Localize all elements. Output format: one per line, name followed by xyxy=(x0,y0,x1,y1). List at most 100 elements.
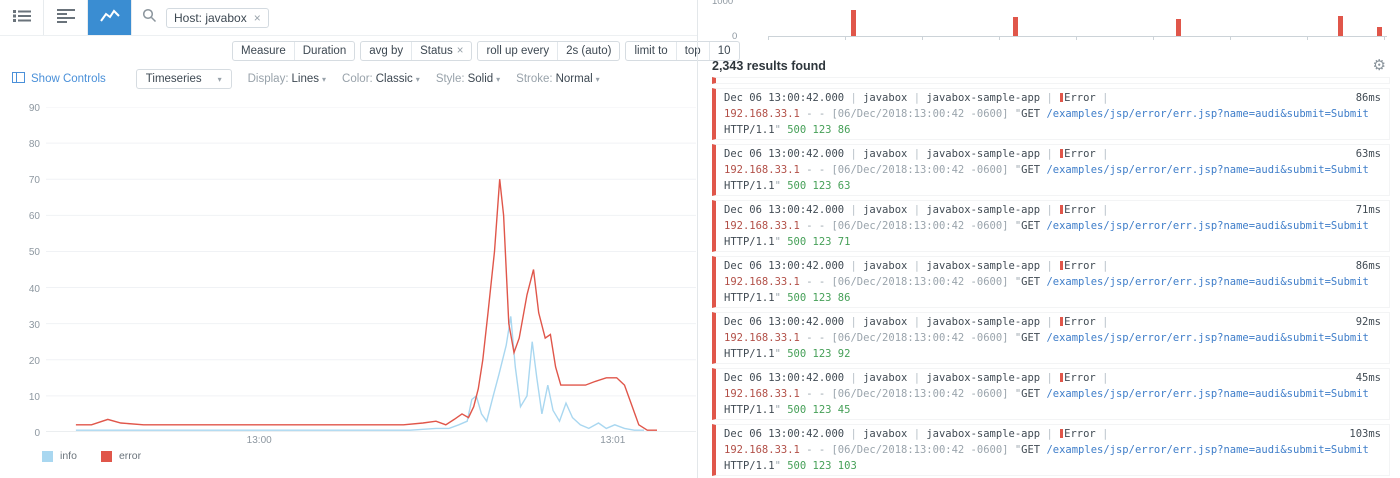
limit-label[interactable]: limit to xyxy=(634,45,668,57)
legend-item-error[interactable]: error xyxy=(100,450,141,462)
separator: | xyxy=(1046,148,1053,160)
quote-mark: " xyxy=(774,404,781,416)
log-timestamp: Dec 06 13:00:42.000 xyxy=(724,428,845,440)
log-row[interactable]: Dec 06 13:00:42.000 | javabox | javabox-… xyxy=(712,88,1390,140)
viz-type-select[interactable]: Timeseries ▾ xyxy=(135,69,232,89)
log-date: [06/Dec/2018:13:00:42 -0600] xyxy=(831,276,1009,288)
histogram-bars xyxy=(768,0,1387,36)
detail-view-button[interactable] xyxy=(44,0,88,35)
results-header: 2,343 results found ⚙ xyxy=(712,58,1386,73)
style-value: Solid xyxy=(467,73,494,85)
log-ident: - - xyxy=(806,444,826,456)
quote-mark: " xyxy=(1014,108,1022,120)
histogram-bar[interactable] xyxy=(1338,16,1344,36)
style-dropdown[interactable]: Style: Solid ▾ xyxy=(436,73,500,85)
graph-view-button[interactable] xyxy=(88,0,132,35)
log-ip: 192.168.33.1 xyxy=(724,220,800,232)
log-host: javabox xyxy=(863,92,908,104)
log-status-bytes: 500 123 45 xyxy=(787,404,851,416)
timeseries-chart[interactable]: 90 80 70 60 50 40 30 20 10 0 13:00 13:01 xyxy=(29,103,696,446)
quote-mark: " xyxy=(774,124,781,136)
stroke-dropdown[interactable]: Stroke: Normal ▾ xyxy=(516,73,600,85)
color-dropdown[interactable]: Color: Classic ▾ xyxy=(342,73,420,85)
separator: | xyxy=(850,316,857,328)
series-error xyxy=(75,179,657,431)
legend-item-info[interactable]: info xyxy=(42,450,77,462)
log-timestamp: Dec 06 13:00:42.000 xyxy=(724,204,845,216)
rollup-label[interactable]: roll up every xyxy=(486,45,550,57)
limit-count[interactable]: 10 xyxy=(708,42,739,60)
log-date: [06/Dec/2018:13:00:42 -0600] xyxy=(831,108,1009,120)
log-row[interactable]: Dec 06 13:00:42.000 | javabox | javabox-… xyxy=(712,312,1390,364)
search-bar[interactable]: Host: javabox × xyxy=(132,0,697,35)
histogram-bar[interactable] xyxy=(1377,27,1383,36)
log-duration: 86ms xyxy=(1355,92,1381,104)
timeseries-plot xyxy=(46,107,696,432)
log-url: /examples/jsp/error/err.jsp?name=audi&su… xyxy=(1046,220,1369,232)
style-label: Style: xyxy=(435,73,465,85)
search-token-label: Host: javabox xyxy=(174,10,247,25)
separator: | xyxy=(913,148,921,160)
log-row[interactable]: Dec 06 13:00:42.000 | javabox | javabox-… xyxy=(712,424,1390,476)
log-service: javabox-sample-app xyxy=(926,428,1041,440)
rollup-value[interactable]: 2s (auto) xyxy=(557,42,619,60)
chevron-down-icon: ▾ xyxy=(415,75,420,84)
log-row[interactable]: Dec 06 13:00:42.000 | javabox | javabox-… xyxy=(712,256,1390,308)
log-ident: - - xyxy=(806,220,826,232)
measure-label[interactable]: Measure xyxy=(241,45,286,57)
log-row[interactable]: Dec 06 13:00:42.000 | javabox | javabox-… xyxy=(712,200,1390,252)
log-status: Error xyxy=(1064,316,1096,328)
histogram-zero-label: 0 xyxy=(732,31,738,42)
log-service: javabox-sample-app xyxy=(926,372,1041,384)
log-ip: 192.168.33.1 xyxy=(724,332,800,344)
stroke-value: Normal xyxy=(555,73,593,85)
log-url: /examples/jsp/error/err.jsp?name=audi&su… xyxy=(1046,276,1369,288)
separator: | xyxy=(913,260,921,272)
log-message-line1: 192.168.33.1 - - [06/Dec/2018:13:00:42 -… xyxy=(724,442,1381,458)
log-timestamp: Dec 06 13:00:42.000 xyxy=(724,92,845,104)
measure-value[interactable]: Duration xyxy=(293,42,354,60)
separator: | xyxy=(850,260,857,272)
log-ip: 192.168.33.1 xyxy=(724,444,800,456)
limit-order[interactable]: top xyxy=(675,42,709,60)
list-view-button[interactable] xyxy=(0,0,44,35)
error-status-bar xyxy=(1060,149,1064,158)
log-status-bytes: 500 123 103 xyxy=(787,460,857,472)
log-ident: - - xyxy=(806,276,826,288)
log-row-header: Dec 06 13:00:42.000 | javabox | javabox-… xyxy=(724,90,1381,106)
log-message-line2: HTTP/1.1" 500 123 45 xyxy=(724,402,1381,418)
display-dropdown[interactable]: Display: Lines ▾ xyxy=(248,73,326,85)
y-axis-label: 70 xyxy=(28,175,40,187)
remove-token-icon[interactable]: × xyxy=(253,10,261,25)
quote-mark: " xyxy=(1014,220,1022,232)
log-ip: 192.168.33.1 xyxy=(724,276,800,288)
group-by-value[interactable]: Status × xyxy=(411,42,471,60)
histogram-bar[interactable] xyxy=(1013,17,1019,36)
show-controls-button[interactable]: Show Controls xyxy=(12,72,106,86)
series-info xyxy=(75,316,644,431)
error-status-bar xyxy=(1060,317,1064,326)
search-filter-token[interactable]: Host: javabox × xyxy=(166,7,269,28)
log-row-partial[interactable] xyxy=(712,77,1390,84)
quote-mark: " xyxy=(1014,444,1022,456)
histogram-bar[interactable] xyxy=(850,10,856,36)
remove-group-icon[interactable]: × xyxy=(456,45,464,57)
log-status: Error xyxy=(1064,148,1096,160)
error-status-bar xyxy=(1060,429,1064,438)
log-protocol: HTTP/1.1 xyxy=(724,348,775,360)
histogram-bar[interactable] xyxy=(1175,19,1181,36)
results-histogram: 1000 0 xyxy=(698,0,1400,44)
log-ident: - - xyxy=(806,332,826,344)
quote-mark: " xyxy=(1014,276,1022,288)
log-row[interactable]: Dec 06 13:00:42.000 | javabox | javabox-… xyxy=(712,368,1390,420)
separator: | xyxy=(1102,260,1109,272)
log-host: javabox xyxy=(863,372,908,384)
separator: | xyxy=(1102,428,1109,440)
viz-type-value: Timeseries xyxy=(145,73,202,85)
gear-icon[interactable]: ⚙ xyxy=(1372,56,1386,74)
log-row[interactable]: Dec 06 13:00:42.000 | javabox | javabox-… xyxy=(712,144,1390,196)
log-method: GET xyxy=(1021,164,1041,176)
avg-by-label[interactable]: avg by xyxy=(369,45,404,57)
legend-label: info xyxy=(60,450,77,462)
